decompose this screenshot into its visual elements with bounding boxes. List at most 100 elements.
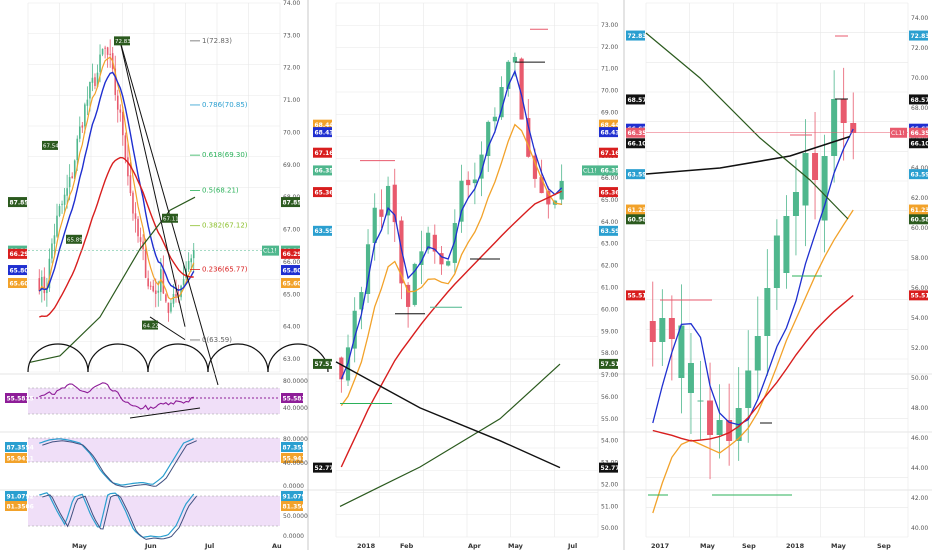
price-marker: 65.89 <box>67 237 83 243</box>
candle <box>134 213 137 219</box>
candle <box>167 302 170 313</box>
ma-line-black <box>335 361 561 469</box>
price-tag-bg <box>599 119 618 130</box>
price-tag-bg <box>281 277 300 288</box>
price-tag: 65.36 <box>315 189 334 196</box>
price-tag-bg <box>909 30 928 41</box>
candle <box>649 321 656 342</box>
candle <box>101 48 104 55</box>
price-tag: 63.59 <box>315 228 334 235</box>
stoch-tag: 55.9411 <box>7 455 34 462</box>
candle <box>452 223 457 263</box>
y-tick-label: 58.00 <box>911 255 928 262</box>
rsi-line <box>39 382 194 411</box>
candle <box>43 276 46 294</box>
y-tick-label: 56.00 <box>911 285 928 292</box>
price-marker-bg <box>66 234 82 244</box>
rsi-tag: 55.5835 <box>283 395 310 402</box>
fib-arc <box>87 343 149 373</box>
y-tick-label: 48.00 <box>911 405 928 412</box>
price-tag-bg <box>313 147 332 158</box>
price-tag-bg <box>313 187 332 198</box>
candle <box>392 184 397 223</box>
y-tick-label: 54.00 <box>911 315 928 322</box>
price-tag: 52.77 <box>601 465 620 472</box>
fib-level-label: 0.5(68.21) <box>202 186 239 194</box>
price-tag-bg <box>626 214 645 225</box>
stoch2-tag-bg <box>5 491 27 501</box>
candle <box>71 176 73 179</box>
candle <box>668 318 675 339</box>
price-tag: 65.60 <box>283 280 302 287</box>
candle <box>764 288 771 336</box>
price-tag: 68.57 <box>911 97 930 104</box>
candle <box>372 207 377 244</box>
cl-label-bg <box>582 165 599 176</box>
ma-line-green <box>29 196 196 363</box>
ma-line-blue <box>38 71 195 292</box>
y-tick-label: 68.00 <box>911 105 928 112</box>
candle <box>104 47 106 49</box>
price-tag: 66.10 <box>911 141 930 148</box>
candle <box>419 251 424 265</box>
candle <box>182 279 185 285</box>
x-tick-label: 2018 <box>786 542 805 550</box>
candle <box>506 61 511 89</box>
y-tick-label: 59.00 <box>601 328 618 335</box>
candle <box>707 400 714 435</box>
y-tick-label: 63.00 <box>283 356 300 363</box>
candle <box>850 123 857 133</box>
y-tick-label: 62.00 <box>601 263 618 270</box>
y-tick-label: 65.00 <box>283 291 300 298</box>
price-tag-bg <box>599 165 618 176</box>
price-tag-bg <box>281 197 300 208</box>
stoch-tag-bg <box>281 453 303 463</box>
candle <box>119 109 122 113</box>
candle <box>56 215 58 237</box>
stoch2-tag: 91.0792 <box>283 493 310 500</box>
price-marker-bg <box>162 213 178 223</box>
y-tick-label: 58.00 <box>601 350 618 357</box>
candle <box>99 54 101 72</box>
candle <box>129 175 132 194</box>
price-tag: 65.80 <box>10 267 29 274</box>
fib-arc <box>27 343 89 373</box>
price-tag: 61.23 <box>628 207 647 214</box>
y-tick-label: 73.00 <box>601 22 618 29</box>
y-tick-label: 60.00 <box>911 225 928 232</box>
rsi-tag-bg <box>281 393 303 403</box>
x-tick-label: Feb <box>400 542 414 550</box>
candle <box>492 116 497 122</box>
y-tick-label: 55.00 <box>601 416 618 423</box>
price-tag: 87.85 <box>10 199 29 206</box>
y-tick-label: 56.00 <box>601 394 618 401</box>
candle <box>106 47 109 55</box>
y-tick-label: 73.00 <box>283 32 300 39</box>
candle <box>812 153 819 180</box>
osc-tick: 80.0000 <box>283 378 308 385</box>
candle <box>89 81 91 99</box>
trend-line <box>119 40 219 386</box>
x-tick-label: May <box>700 542 716 550</box>
price-tag-bg <box>599 225 618 236</box>
candle <box>486 121 491 157</box>
candle <box>147 278 149 287</box>
cl-label-bg <box>890 127 907 138</box>
oscillator-band <box>28 388 280 414</box>
price-tag: 61.23 <box>911 207 930 214</box>
price-tag-bg <box>313 165 332 176</box>
price-tag-bg <box>909 169 928 180</box>
y-tick-label: 40.00 <box>911 525 928 532</box>
y-tick-label: 70.00 <box>283 129 300 136</box>
candle <box>773 235 780 288</box>
y-tick-label: 44.00 <box>911 465 928 472</box>
price-tag: 68.44 <box>315 122 334 129</box>
candle <box>165 294 167 302</box>
price-tag-bg <box>626 169 645 180</box>
price-marker: 67.54 <box>43 144 59 150</box>
osc-tick: 0.0000 <box>283 483 304 490</box>
price-tag-bg <box>909 290 928 301</box>
stoch-tag-bg <box>5 453 27 463</box>
price-tag: 68.43 <box>315 129 334 136</box>
